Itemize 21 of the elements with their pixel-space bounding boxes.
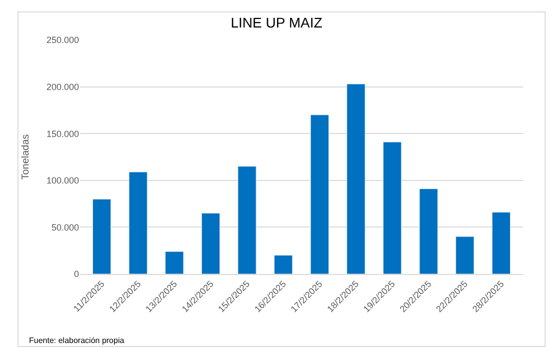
y-tick-label: 50.000 <box>51 222 79 232</box>
y-tick-label: 150.000 <box>46 128 79 139</box>
chart-title: LINE UP MAIZ <box>230 14 323 30</box>
bar <box>165 251 184 274</box>
y-tick-label: 100.000 <box>46 176 79 186</box>
y-tick-label: 200.000 <box>46 82 79 92</box>
bar <box>274 255 293 274</box>
bar <box>419 188 438 274</box>
bar <box>382 142 402 274</box>
bar <box>456 236 474 274</box>
bar <box>346 84 366 274</box>
bar <box>128 172 148 274</box>
y-tick-label: 250.000 <box>46 35 79 46</box>
bar <box>310 114 329 274</box>
y-tick-label: 0 <box>74 269 79 280</box>
bar <box>92 198 112 274</box>
bar <box>238 166 256 274</box>
bar <box>492 212 511 274</box>
source-note: Fuente: elaboración propia <box>29 336 125 345</box>
y-axis-title: Toneladas <box>20 134 32 180</box>
bar <box>201 212 220 274</box>
